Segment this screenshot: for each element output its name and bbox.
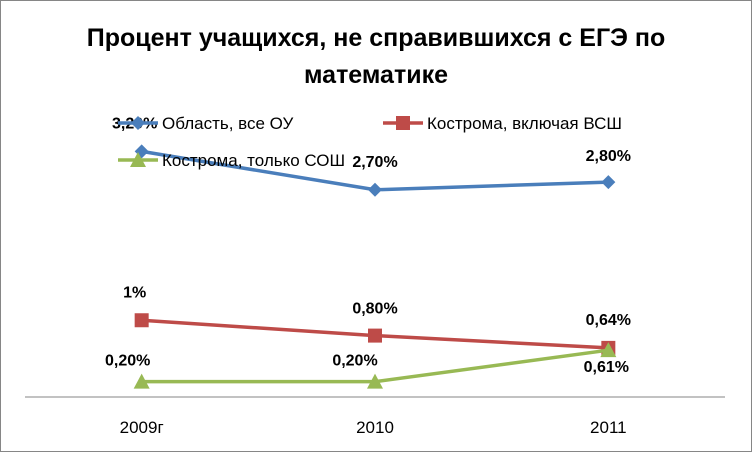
data-point-marker bbox=[601, 175, 616, 190]
data-label: 1% bbox=[123, 284, 146, 301]
data-point-marker bbox=[367, 373, 383, 389]
data-label: 2,70% bbox=[352, 154, 397, 171]
legend-marker bbox=[130, 152, 146, 167]
chart-title-line-2: математике bbox=[304, 61, 448, 89]
x-tick-label: 2011 bbox=[590, 418, 627, 437]
data-label: 0,80% bbox=[352, 301, 397, 318]
chart-title: Процент учащихся, не справившихся с ЕГЭ … bbox=[0, 20, 752, 94]
data-label: 0,20% bbox=[105, 353, 150, 370]
x-tick-label: 2010 bbox=[356, 418, 394, 437]
data-label: 0,64% bbox=[586, 312, 631, 329]
x-tick-label: 2009г bbox=[120, 418, 164, 437]
data-point-marker bbox=[134, 313, 149, 328]
data-label: 2,80% bbox=[586, 148, 631, 165]
legend-label: Кострома, включая ВСШ bbox=[427, 114, 622, 133]
data-point-marker bbox=[600, 342, 617, 358]
legend-label: Кострома, только СОШ bbox=[162, 151, 345, 170]
data-label: 0,20% bbox=[332, 353, 377, 370]
legend-marker bbox=[131, 116, 145, 130]
data-label: 0,61% bbox=[584, 359, 629, 376]
data-point-marker bbox=[368, 182, 382, 197]
data-point-marker bbox=[133, 373, 150, 389]
legend-label: Область, все ОУ bbox=[162, 114, 294, 133]
legend-marker bbox=[396, 116, 410, 130]
chart-title-line-1: Процент учащихся, не справившихся с ЕГЭ … bbox=[86, 24, 666, 52]
data-point-marker bbox=[368, 328, 382, 343]
